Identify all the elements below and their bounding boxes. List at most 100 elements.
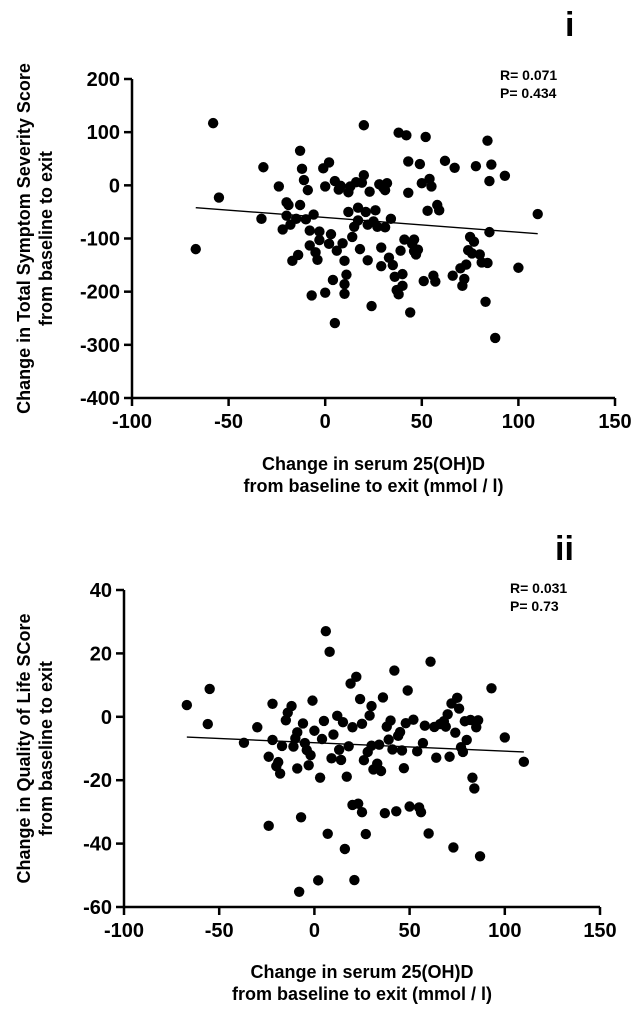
p-value: P= 0.73 <box>510 598 559 614</box>
data-point <box>286 700 297 712</box>
data-point <box>312 254 323 265</box>
data-point <box>360 828 372 840</box>
data-point <box>314 772 326 783</box>
y-tick-label: 20 <box>90 643 112 665</box>
data-point <box>461 734 472 746</box>
data-point <box>360 206 371 218</box>
data-point <box>459 273 470 285</box>
data-point <box>328 729 339 740</box>
y-tick-label: 0 <box>101 707 112 729</box>
data-point <box>439 155 451 167</box>
data-point <box>376 260 387 272</box>
data-point <box>403 156 414 167</box>
data-point <box>383 734 394 745</box>
y-tick-label: -60 <box>83 897 112 919</box>
data-point <box>399 234 410 245</box>
data-point <box>276 740 288 752</box>
data-point <box>343 741 354 752</box>
data-point <box>356 718 368 729</box>
data-point <box>430 276 441 287</box>
data-point <box>393 289 404 300</box>
data-point <box>466 248 478 259</box>
x-tick-label: 0 <box>320 411 331 433</box>
data-point <box>450 727 461 738</box>
x-tick-label: -50 <box>214 411 243 433</box>
data-point <box>320 287 331 298</box>
data-point <box>486 683 497 694</box>
data-point <box>425 656 436 667</box>
data-point <box>372 221 383 233</box>
data-point <box>419 720 431 731</box>
data-point <box>331 245 342 256</box>
data-point <box>293 886 305 897</box>
data-point <box>366 300 377 312</box>
data-point <box>335 180 346 192</box>
data-point <box>394 726 406 738</box>
data-point <box>532 208 543 220</box>
data-point <box>295 812 307 823</box>
y-tick-label: -40 <box>83 834 112 856</box>
regression-line <box>186 736 524 753</box>
data-point <box>387 744 398 755</box>
data-point <box>256 213 267 225</box>
y-axis-label-line1: Change in Quality of Life SCore <box>14 613 34 883</box>
data-point <box>305 749 316 761</box>
data-point <box>267 734 278 746</box>
data-point <box>297 718 309 729</box>
data-point <box>391 806 402 817</box>
data-point <box>339 843 351 855</box>
y-tick-label: 40 <box>90 580 112 602</box>
data-point <box>499 732 510 743</box>
data-point <box>449 162 460 173</box>
data-point <box>364 710 375 721</box>
data-point <box>395 245 406 256</box>
data-point <box>318 715 330 727</box>
data-point <box>452 692 463 703</box>
data-point <box>356 807 368 818</box>
data-point <box>433 205 445 216</box>
data-point <box>448 842 459 853</box>
data-point <box>422 205 433 217</box>
data-point <box>408 234 420 245</box>
data-point <box>292 763 303 774</box>
data-point <box>513 262 524 273</box>
data-point <box>274 768 286 779</box>
data-point <box>347 722 358 733</box>
data-point <box>362 255 373 266</box>
data-point <box>417 737 429 749</box>
x-tick-label: 100 <box>502 411 535 433</box>
data-point <box>302 184 314 196</box>
x-axis-label-line1: Change in serum 25(OH)D <box>250 962 473 982</box>
data-point <box>354 693 366 705</box>
data-point <box>469 783 480 794</box>
data-point <box>300 214 312 225</box>
data-point <box>470 160 482 172</box>
data-point <box>296 163 308 175</box>
data-point <box>323 238 335 250</box>
data-point <box>202 718 213 730</box>
data-point <box>339 279 350 290</box>
data-point <box>292 249 304 261</box>
data-point <box>379 807 391 819</box>
data-point <box>337 716 349 728</box>
y-tick-label: 200 <box>87 69 120 91</box>
data-point <box>298 174 310 186</box>
data-point <box>518 756 530 768</box>
data-point <box>213 192 225 203</box>
data-point <box>333 744 345 755</box>
data-point <box>329 317 341 329</box>
data-point <box>309 725 320 736</box>
data-point <box>480 296 491 307</box>
x-axis-label-line2: from baseline to exit (mmol / l) <box>243 476 503 496</box>
data-point <box>377 692 389 703</box>
data-point <box>277 224 288 235</box>
data-point <box>307 695 318 706</box>
data-point <box>314 234 325 246</box>
data-point <box>468 236 480 247</box>
data-point <box>316 733 328 745</box>
data-point <box>323 157 335 168</box>
data-point <box>385 715 396 726</box>
data-point <box>414 158 426 170</box>
data-point <box>281 210 292 221</box>
